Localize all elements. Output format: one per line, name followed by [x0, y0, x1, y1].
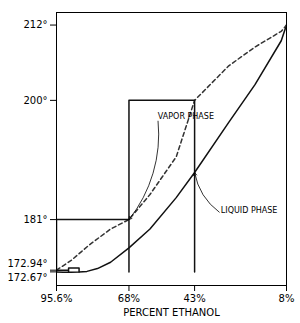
svg-text:8%: 8%: [279, 293, 295, 304]
svg-text:181°: 181°: [23, 214, 47, 225]
svg-text:200°: 200°: [23, 95, 47, 106]
svg-text:172.94°: 172.94°: [8, 258, 48, 269]
svg-text:212°: 212°: [23, 19, 47, 30]
svg-text:172.67°: 172.67°: [8, 272, 48, 283]
svg-text:PERCENT ETHANOL: PERCENT ETHANOL: [123, 307, 220, 318]
svg-text:VAPOR PHASE: VAPOR PHASE: [158, 112, 214, 121]
svg-text:43%: 43%: [183, 293, 205, 304]
svg-text:95.6%: 95.6%: [41, 293, 73, 304]
svg-text:LIQUID PHASE: LIQUID PHASE: [221, 206, 277, 215]
svg-text:68%: 68%: [118, 293, 140, 304]
